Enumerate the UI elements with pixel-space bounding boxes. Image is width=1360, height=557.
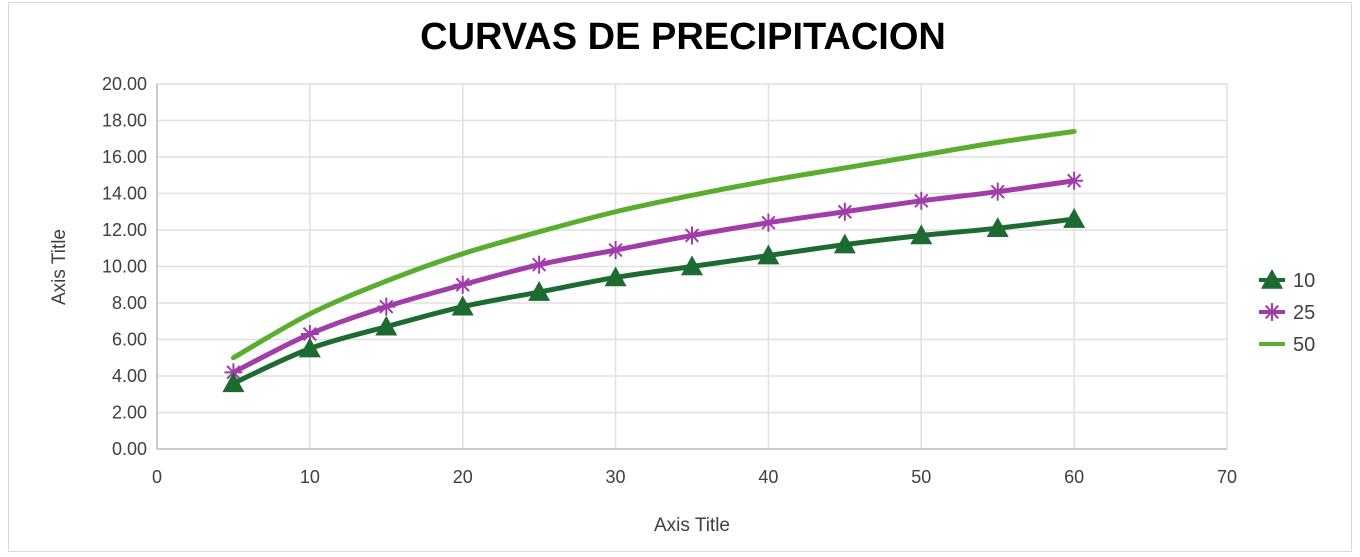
series-50	[230, 128, 1077, 361]
data-point-10	[298, 337, 321, 358]
data-point-10	[1063, 208, 1086, 228]
x-tick-label: 70	[1217, 467, 1237, 487]
y-axis-title: Axis Title	[49, 229, 70, 305]
data-point-25	[606, 241, 625, 260]
x-tick-label: 40	[758, 467, 778, 487]
y-tick-label: 16.00	[102, 147, 147, 167]
data-point-25	[835, 202, 854, 221]
x-tick-label: 0	[152, 467, 162, 487]
y-tick-label: 0.00	[112, 439, 147, 459]
data-point-10	[222, 372, 245, 393]
x-tick-label: 20	[453, 467, 473, 487]
data-point-25	[1065, 171, 1084, 190]
data-point-25	[912, 191, 931, 210]
y-tick-label: 20.00	[102, 74, 147, 94]
data-point-10	[986, 217, 1009, 237]
x-tick-label: 50	[911, 467, 931, 487]
data-point-10	[604, 266, 627, 287]
data-point-10	[910, 224, 933, 245]
x-tick-label: 30	[606, 467, 626, 487]
legend-label: 25	[1293, 302, 1315, 324]
legend: 10 25 50	[1259, 269, 1315, 356]
line-chart: CURVAS DE PRECIPITACION 0.00 2.00 4.00 6.00…	[49, 16, 1315, 536]
legend-item-10: 10	[1259, 269, 1315, 292]
legend-item-50: 50	[1259, 334, 1315, 356]
data-point-10	[451, 295, 474, 316]
chart-title: CURVAS DE PRECIPITACION	[420, 16, 946, 58]
series-layer	[222, 128, 1086, 393]
y-tick-label: 8.00	[112, 293, 147, 313]
data-point-25	[530, 255, 549, 274]
data-point-25	[453, 275, 472, 294]
x-axis-title: Axis Title	[654, 515, 730, 536]
x-tick-label: 10	[300, 467, 320, 487]
legend-label: 50	[1293, 334, 1315, 356]
legend-item-25: 25	[1259, 302, 1315, 324]
data-point-10	[833, 233, 856, 254]
y-tick-label: 18.00	[102, 111, 147, 131]
series-line-50	[230, 128, 1077, 361]
x-tick-label: 60	[1064, 467, 1084, 487]
legend-marker	[1263, 303, 1281, 321]
y-tick-label: 2.00	[112, 403, 147, 423]
y-tick-label: 6.00	[112, 330, 147, 350]
data-point-25	[377, 297, 396, 316]
legend-marker	[1261, 269, 1283, 289]
data-point-25	[300, 325, 319, 344]
data-point-25	[683, 226, 701, 245]
data-point-10	[757, 244, 780, 265]
y-tick-label: 4.00	[112, 366, 147, 386]
y-tick-label: 10.00	[102, 257, 147, 277]
y-tick-label: 12.00	[102, 220, 147, 240]
data-point-25	[988, 182, 1007, 201]
y-tick-label: 14.00	[102, 184, 147, 204]
axes: 0.00 2.00 4.00 6.00 8.00 10.00 12.00 14.00 16.00…	[102, 74, 1237, 487]
data-point-10	[681, 255, 703, 276]
data-point-25	[759, 213, 778, 232]
series-line-25	[230, 178, 1077, 375]
series-10	[222, 208, 1086, 393]
data-point-10	[375, 315, 398, 336]
data-point-10	[528, 281, 551, 301]
chart-frame: CURVAS DE PRECIPITACION 0.00 2.00 4.00 6.00…	[8, 2, 1352, 552]
legend-label: 10	[1293, 270, 1315, 292]
